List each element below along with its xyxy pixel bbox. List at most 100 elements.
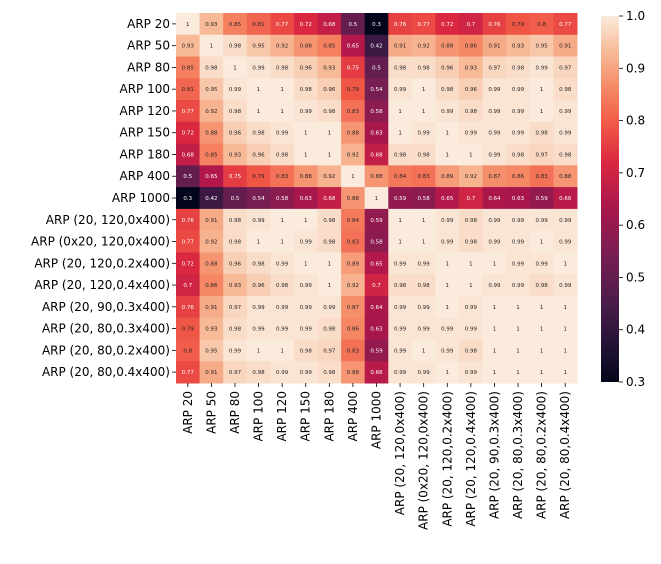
- heatmap-cell-0-10: [411, 13, 436, 36]
- heatmap-cell-3-1: [199, 78, 224, 101]
- heatmap-cell-0-13: [482, 13, 507, 36]
- heatmap-cell-5-8: [364, 121, 389, 145]
- heatmap-cell-label-12-2: 0.93: [229, 283, 242, 289]
- heatmap-cell-label-9-4: 1: [280, 218, 284, 224]
- heatmap-cell-label-1-15: 0.95: [535, 44, 548, 50]
- heatmap-cell-6-2: [223, 143, 248, 166]
- heatmap-cell-12-2: [223, 274, 248, 297]
- heatmap-cell-16-1: [199, 361, 224, 384]
- heatmap-cell-6-5: [293, 143, 319, 166]
- y-tick-label-11: ARP (20, 120,0.2x400): [34, 256, 170, 270]
- heatmap-cell-label-1-3: 0.95: [252, 44, 265, 50]
- heatmap-cell-label-3-3: 1: [257, 87, 261, 93]
- heatmap-cell-label-5-7: 0.88: [347, 131, 360, 137]
- heatmap-cell-label-12-8: 0.7: [372, 283, 381, 289]
- colorbar-tick-label-0: 0.3: [626, 375, 645, 389]
- heatmap-cell-label-8-12: 0.7: [466, 196, 475, 202]
- heatmap-cell-16-10: [411, 361, 436, 384]
- heatmap-cell-label-10-16: 0.99: [559, 240, 572, 246]
- heatmap-cell-15-1: [199, 339, 224, 362]
- x-tick-label-7: ARP 400: [346, 391, 360, 442]
- heatmap-cell-10-6: [317, 230, 342, 253]
- heatmap-cell-10-10: [411, 230, 436, 253]
- heatmap-cell-label-1-6: 0.85: [323, 44, 336, 50]
- heatmap-cell-label-11-9: 0.99: [394, 261, 407, 267]
- heatmap-cell-label-7-0: 0.5: [183, 174, 192, 180]
- heatmap-cell-label-0-11: 0.72: [441, 22, 453, 28]
- heatmap-cell-3-5: [293, 78, 319, 101]
- heatmap-cell-label-4-6: 0.98: [323, 109, 336, 115]
- heatmap-cell-16-9: [388, 361, 413, 384]
- heatmap-cell-14-5: [293, 317, 319, 340]
- heatmap-cell-label-13-0: 0.76: [182, 305, 195, 311]
- x-tick-label-14: ARP (20, 80,0.3x400): [511, 391, 525, 519]
- heatmap-cell-label-0-16: 0.77: [559, 22, 572, 28]
- y-tick-label-10: ARP (0x20, 120,0x400): [31, 235, 170, 249]
- heatmap-cell-13-1: [199, 295, 224, 319]
- heatmap-cell-label-9-1: 0.91: [205, 218, 217, 224]
- heatmap-cell-label-8-13: 0.64: [488, 196, 501, 202]
- heatmap-cell-label-9-16: 0.99: [559, 218, 572, 224]
- heatmap-cell-12-6: [317, 274, 342, 297]
- heatmap-cell-label-14-13: 1: [493, 327, 497, 333]
- heatmap-cell-16-14: [506, 361, 531, 384]
- heatmap-cell-label-11-4: 0.99: [276, 261, 289, 267]
- heatmap-cell-8-11: [435, 187, 460, 210]
- heatmap-cell-11-9: [388, 252, 413, 275]
- heatmap-cell-3-8: [364, 78, 389, 101]
- heatmap-cell-label-14-10: 0.99: [418, 327, 431, 333]
- heatmap-cell-label-10-1: 0.92: [205, 240, 217, 246]
- heatmap-cell-label-16-13: 1: [493, 370, 497, 376]
- heatmap-cell-label-16-2: 0.97: [229, 370, 242, 376]
- heatmap-cell-label-10-12: 0.98: [465, 240, 478, 246]
- heatmap-cell-6-16: [553, 143, 578, 166]
- heatmap-cell-label-0-5: 0.72: [300, 22, 312, 28]
- heatmap-cell-label-9-9: 1: [398, 218, 402, 224]
- heatmap-cell-label-16-12: 0.99: [465, 370, 478, 376]
- heatmap-cell-label-10-6: 0.98: [323, 240, 336, 246]
- heatmap-cell-12-16: [553, 274, 578, 297]
- heatmap-cell-8-15: [529, 187, 554, 210]
- heatmap-cell-10-2: [223, 230, 248, 253]
- heatmap-cell-label-6-0: 0.68: [182, 152, 195, 158]
- heatmap-cell-label-1-0: 0.93: [182, 44, 195, 50]
- heatmap-cell-label-5-5: 1: [304, 131, 308, 137]
- heatmap-cell-label-2-12: 0.93: [465, 65, 478, 71]
- heatmap-cell-8-4: [270, 187, 295, 210]
- heatmap-cell-9-3: [246, 208, 271, 232]
- heatmap-cell-label-2-0: 0.85: [182, 65, 195, 71]
- heatmap-cell-label-13-3: 0.99: [252, 305, 265, 311]
- heatmap-cell-6-13: [482, 143, 507, 166]
- x-tick-label-15: ARP (20, 80,0.2x400): [535, 391, 549, 519]
- heatmap-cell-12-3: [246, 274, 271, 297]
- heatmap-cell-label-16-5: 0.99: [300, 370, 313, 376]
- heatmap-cell-13-0: [176, 295, 201, 319]
- heatmap-cell-3-9: [388, 78, 413, 101]
- heatmap-cell-label-10-3: 1: [257, 240, 261, 246]
- heatmap-cell-label-16-0: 0.77: [182, 370, 195, 376]
- heatmap-cell-label-16-14: 1: [516, 370, 520, 376]
- heatmap-cell-12-10: [411, 274, 436, 297]
- heatmap-cell-label-2-16: 0.97: [559, 65, 572, 71]
- heatmap-cell-label-3-12: 0.96: [465, 87, 478, 93]
- heatmap-cell-label-14-11: 0.99: [441, 327, 454, 333]
- heatmap-cell-label-7-16: 0.88: [559, 174, 572, 180]
- heatmap-cell-label-1-8: 0.42: [370, 44, 382, 50]
- heatmap-cell-14-4: [270, 317, 295, 340]
- heatmap-cell-label-8-0: 0.3: [183, 196, 192, 202]
- heatmap-cell-label-0-1: 0.93: [205, 22, 218, 28]
- heatmap-cell-15-2: [223, 339, 248, 362]
- y-tick-label-6: ARP 180: [119, 147, 170, 161]
- heatmap-cell-11-11: [435, 252, 460, 275]
- heatmap-cell-14-14: [506, 317, 531, 340]
- heatmap-cell-10-5: [293, 230, 319, 253]
- heatmap-cell-13-8: [364, 295, 389, 319]
- x-tick-label-3: ARP 100: [252, 391, 266, 442]
- heatmap-cell-1-9: [388, 34, 413, 58]
- heatmap-cell-label-0-8: 0.3: [372, 22, 381, 28]
- heatmap-cell-label-5-6: 1: [328, 131, 332, 137]
- heatmap-cell-label-15-4: 1: [280, 348, 284, 354]
- heatmap-cell-0-6: [317, 13, 342, 36]
- heatmap-cell-label-5-11: 1: [446, 131, 450, 137]
- heatmap-cell-label-16-10: 0.99: [418, 370, 431, 376]
